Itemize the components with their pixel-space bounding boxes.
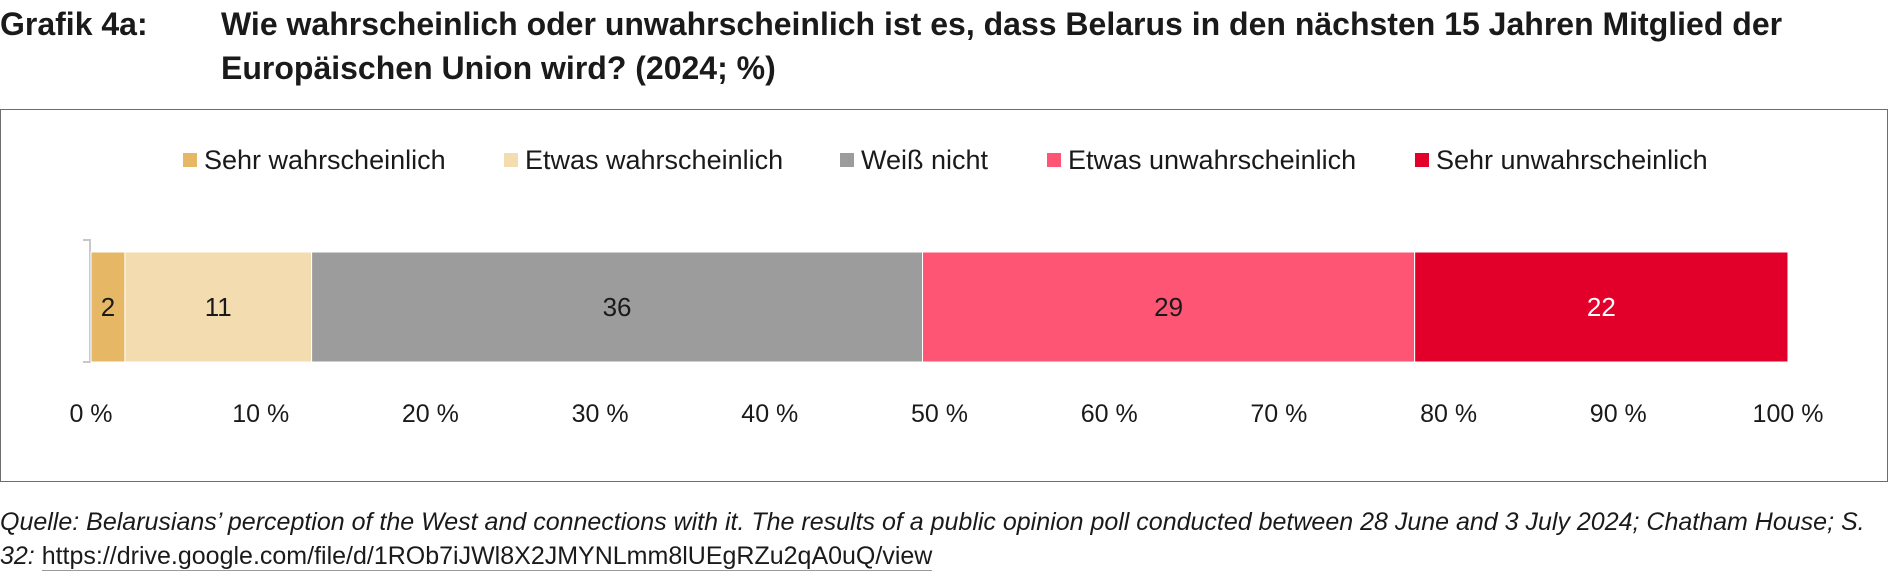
chart-frame xyxy=(0,109,1888,482)
source-link[interactable]: https://drive.google.com/file/d/1ROb7iJW… xyxy=(41,542,933,571)
chart-legend: Sehr wahrscheinlich Etwas wahrscheinlich… xyxy=(0,140,1890,180)
legend-label: Sehr unwahrscheinlich xyxy=(1436,145,1708,175)
x-tick-label: 50 % xyxy=(911,400,968,428)
bar-segment-5 xyxy=(1414,251,1789,363)
source-text: Quelle: Belarusians’ perception of the W… xyxy=(0,508,1865,570)
source-note: Quelle: Belarusians’ perception of the W… xyxy=(0,505,1890,573)
x-axis-ticks: 0 % 10 % 20 % 30 % 40 % 50 % 60 % 70 % 80 % 90 % 1… xyxy=(69,400,1823,428)
bar-segment-2 xyxy=(124,251,313,363)
x-tick-label: 30 % xyxy=(572,400,629,428)
x-tick-label: 40 % xyxy=(741,400,798,428)
chart-title: Wie wahrscheinlich oder unwahrscheinlich… xyxy=(221,6,1783,86)
bar-segment-4 xyxy=(922,251,1416,363)
legend-label: Sehr wahrscheinlich xyxy=(204,145,446,175)
x-tick-label: 100 % xyxy=(1753,400,1824,428)
legend-swatch xyxy=(504,153,518,167)
legend-swatch xyxy=(1415,153,1429,167)
x-tick-label: 80 % xyxy=(1420,400,1477,428)
x-tick-label: 90 % xyxy=(1590,400,1647,428)
bar-value-label-3: 36 xyxy=(603,292,632,322)
bar-value-label-5: 22 xyxy=(1587,292,1616,322)
bar-value-label-2: 11 xyxy=(205,292,232,322)
bar-segments: 2 11 36 29 22 xyxy=(90,251,1789,363)
legend-swatch xyxy=(183,153,197,167)
legend-swatch xyxy=(1047,153,1061,167)
bar-segment-1 xyxy=(90,251,126,363)
x-tick-label: 70 % xyxy=(1250,400,1307,428)
bar-value-label-4: 29 xyxy=(1154,292,1183,322)
category-axis-bracket xyxy=(83,239,91,363)
bar-segment-3 xyxy=(311,251,924,363)
bar-value-label-1: 2 xyxy=(101,292,115,322)
legend-label: Weiß nicht xyxy=(861,145,989,175)
x-tick-label: 20 % xyxy=(402,400,459,428)
legend-swatch xyxy=(840,153,854,167)
x-tick-label: 10 % xyxy=(232,400,289,428)
x-tick-label: 0 % xyxy=(69,400,112,428)
legend-label: Etwas unwahrscheinlich xyxy=(1068,145,1357,175)
legend-label: Etwas wahrscheinlich xyxy=(525,145,784,175)
x-tick-label: 60 % xyxy=(1081,400,1138,428)
figure-label: Grafik 4a: xyxy=(0,6,148,42)
